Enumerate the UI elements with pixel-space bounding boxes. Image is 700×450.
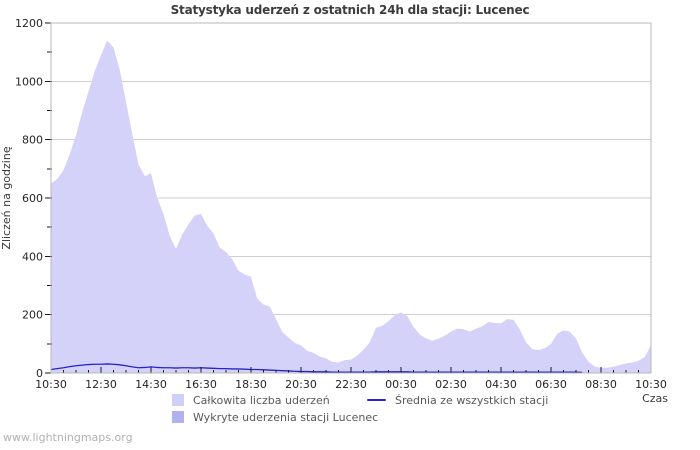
- average-line-series: [50, 363, 583, 374]
- y-tick-label: 400: [22, 250, 43, 263]
- y-tick-label: 0: [36, 367, 43, 380]
- x-tick-label: 14:30: [135, 378, 167, 391]
- gridlines: [51, 80, 651, 316]
- legend-item-total-strikes: Całkowita liczba uderzeń: [172, 393, 330, 407]
- chart-title: Statystyka uderzeń z ostatnich 24h dla s…: [170, 3, 530, 17]
- x-tick-label: 12:30: [85, 378, 117, 391]
- legend-swatch-average-line: [367, 399, 386, 401]
- x-axis-title: Czas: [642, 392, 668, 405]
- x-tick-label: 22:30: [335, 378, 367, 391]
- x-tick-label: 18:30: [235, 378, 267, 391]
- legend-swatch-total-strikes: [172, 394, 184, 406]
- area-series: [51, 40, 651, 373]
- legend-item-station-detected-strikes: Wykryte uderzenia stacji Lucenec: [172, 410, 378, 424]
- series-area: [51, 40, 651, 373]
- x-tick-label: 04:30: [485, 378, 517, 391]
- legend-label-total-strikes: Całkowita liczba uderzeń: [193, 393, 330, 407]
- axis-tick-labels: 0 200 400 600 800 1000 1200 10:30 12:30 14:30 16:3…: [15, 17, 667, 391]
- x-tick-label: 00:30: [385, 378, 417, 391]
- y-tick-label: 1000: [15, 75, 43, 88]
- plot-border: [50, 22, 652, 374]
- y-tick-label: 800: [22, 134, 43, 147]
- series-line: [50, 363, 583, 374]
- x-tick-label: 08:30: [585, 378, 617, 391]
- legend-swatch-station-detected: [172, 411, 184, 423]
- x-tick-label: 06:30: [535, 378, 567, 391]
- legend-label-average-all-stations: Średnia ze wszystkich stacji: [395, 393, 549, 407]
- x-tick-label: 10:30: [635, 378, 667, 391]
- x-tick-label: 10:30: [35, 378, 67, 391]
- y-tick-label: 1200: [15, 17, 43, 30]
- watermark-lightningmaps: www.lightningmaps.org: [3, 431, 133, 444]
- legend-item-average-all-stations: Średnia ze wszystkich stacji: [367, 393, 548, 407]
- legend-label-station-detected-strikes: Wykryte uderzenia stacji Lucenec: [193, 410, 379, 424]
- x-tick-label: 20:30: [285, 378, 317, 391]
- x-tick-label: 16:30: [185, 378, 217, 391]
- y-tick-label: 600: [22, 192, 43, 205]
- x-tick-label: 02:30: [435, 378, 467, 391]
- y-tick-label: 200: [22, 309, 43, 322]
